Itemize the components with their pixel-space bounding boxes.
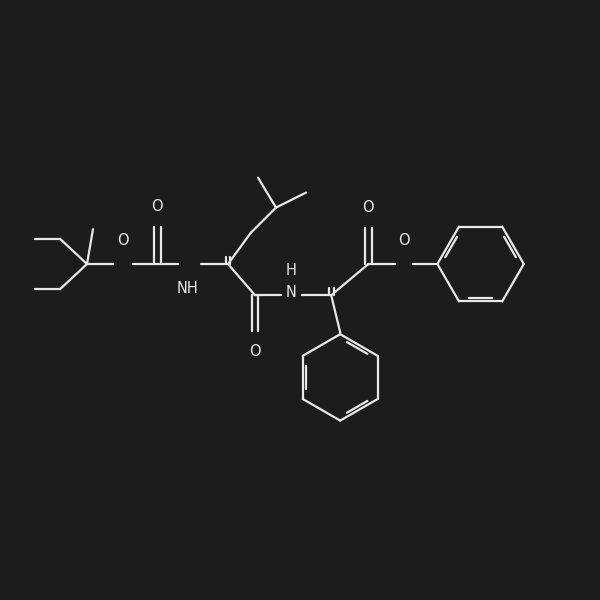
Text: O: O xyxy=(362,200,374,215)
Text: O: O xyxy=(249,344,261,359)
Text: NH: NH xyxy=(177,281,199,296)
Text: O: O xyxy=(151,199,163,214)
Text: N: N xyxy=(286,284,296,299)
Text: O: O xyxy=(398,233,410,248)
Text: O: O xyxy=(117,233,129,248)
Text: H: H xyxy=(286,263,296,278)
